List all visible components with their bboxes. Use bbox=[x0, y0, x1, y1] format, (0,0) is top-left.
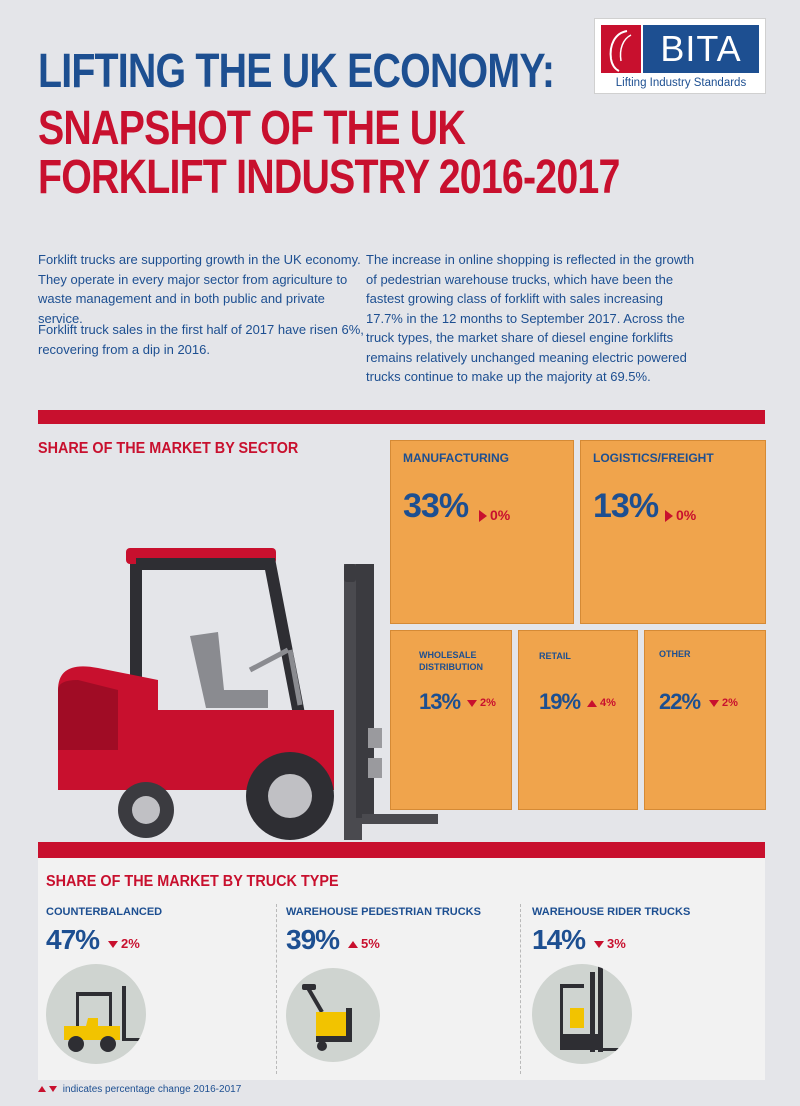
column-divider bbox=[276, 904, 277, 1074]
bita-logo: BITA Lifting Industry Standards bbox=[594, 18, 766, 94]
logo-brand: BITA bbox=[643, 25, 759, 73]
sector-label: RETAIL bbox=[539, 651, 571, 661]
sector-share: 19% bbox=[539, 689, 581, 714]
truck-label: WAREHOUSE RIDER TRUCKS bbox=[532, 906, 691, 918]
sector-change: 0% bbox=[479, 507, 510, 523]
column-divider bbox=[520, 904, 521, 1074]
sector-box-logistics: LOGISTICS/FREIGHT 13% 0% bbox=[580, 440, 766, 624]
truck-change-value: 2% bbox=[121, 936, 140, 951]
arrow-down-icon bbox=[467, 699, 477, 707]
pedestrian-truck-icon bbox=[302, 984, 352, 1051]
sector-share: 13% bbox=[419, 689, 461, 714]
sector-box-wholesale: WHOLESALE DISTRIBUTION 13% 2% bbox=[390, 630, 512, 810]
sector-change: 4% bbox=[587, 697, 616, 709]
arrow-down-icon bbox=[594, 941, 604, 949]
legend-arrow-up-icon bbox=[38, 1086, 46, 1093]
counterbalanced-truck-circle bbox=[46, 964, 146, 1064]
truck-share: 47% bbox=[46, 924, 100, 955]
rider-truck-circle bbox=[532, 964, 632, 1064]
truck-change-value: 3% bbox=[607, 936, 626, 951]
truck-type-panel bbox=[38, 858, 765, 1080]
intro-right-paragraph: The increase in online shopping is refle… bbox=[366, 252, 695, 384]
legend-text: indicates percentage change 2016-2017 bbox=[62, 1084, 242, 1095]
intro-left-paragraph-2: Forklift truck sales in the first half o… bbox=[38, 322, 364, 357]
sector-change: 0% bbox=[665, 507, 696, 523]
truck-label: WAREHOUSE PEDESTRIAN TRUCKS bbox=[286, 906, 481, 918]
truck-change-value: 5% bbox=[361, 936, 380, 951]
sector-box-retail: RETAIL 19% 4% bbox=[518, 630, 638, 810]
arrow-right-icon bbox=[665, 510, 673, 523]
sector-label: WHOLESALE DISTRIBUTION bbox=[419, 649, 483, 673]
legend-arrow-down-icon bbox=[49, 1086, 57, 1093]
arrow-up-icon bbox=[587, 699, 597, 707]
truck-change: 5% bbox=[348, 936, 380, 951]
forklift-illustration bbox=[58, 548, 438, 840]
title-line-3: FORKLIFT INDUSTRY 2016-2017 bbox=[38, 151, 620, 204]
sector-section-title: SHARE OF THE MARKET BY SECTOR bbox=[38, 440, 299, 457]
sector-change: 2% bbox=[467, 697, 496, 709]
truck-change: 2% bbox=[108, 936, 140, 951]
sector-change-value: 2% bbox=[480, 697, 496, 709]
arrow-up-icon bbox=[348, 941, 358, 949]
arrow-down-icon bbox=[108, 941, 118, 949]
sector-change-value: 0% bbox=[490, 507, 511, 523]
title-line-2: SNAPSHOT OF THE UK bbox=[38, 102, 466, 155]
pedestrian-truck-circle bbox=[286, 968, 380, 1062]
sector-label: MANUFACTURING bbox=[403, 451, 509, 465]
logo-mark-icon bbox=[601, 25, 641, 73]
truck-section-title: SHARE OF THE MARKET BY TRUCK TYPE bbox=[46, 873, 339, 890]
truck-label: COUNTERBALANCED bbox=[46, 906, 163, 918]
truck-share: 39% bbox=[286, 924, 340, 955]
section-divider-bar bbox=[38, 410, 765, 424]
change-legend: indicates percentage change 2016-2017 bbox=[38, 1084, 241, 1095]
sector-change-value: 0% bbox=[676, 507, 697, 523]
truck-share: 14% bbox=[532, 924, 586, 955]
sector-change-value: 2% bbox=[722, 697, 738, 709]
sector-share: 33% bbox=[403, 487, 469, 525]
sector-label-line-1: WHOLESALE bbox=[419, 650, 477, 660]
sector-label-line-2: DISTRIBUTION bbox=[419, 662, 483, 672]
sector-share: 13% bbox=[593, 487, 659, 525]
sector-change-value: 4% bbox=[600, 697, 616, 709]
logo-tagline: Lifting Industry Standards bbox=[615, 77, 747, 89]
title-line-1: LIFTING THE UK ECONOMY: bbox=[38, 45, 555, 98]
sector-change: 2% bbox=[709, 697, 738, 709]
sector-label: OTHER bbox=[659, 649, 691, 659]
intro-left-paragraph-1: Forklift trucks are supporting growth in… bbox=[38, 252, 361, 326]
truck-section-bar bbox=[38, 842, 765, 858]
sector-box-manufacturing: MANUFACTURING 33% 0% bbox=[390, 440, 574, 624]
rider-truck-icon bbox=[560, 966, 632, 1052]
sector-box-other: OTHER 22% 2% bbox=[644, 630, 766, 810]
sector-label: LOGISTICS/FREIGHT bbox=[593, 451, 714, 465]
sector-share: 22% bbox=[659, 689, 701, 714]
arrow-down-icon bbox=[709, 699, 719, 707]
arrow-right-icon bbox=[479, 510, 487, 523]
truck-change: 3% bbox=[594, 936, 626, 951]
counterbalanced-truck-icon bbox=[64, 986, 146, 1052]
